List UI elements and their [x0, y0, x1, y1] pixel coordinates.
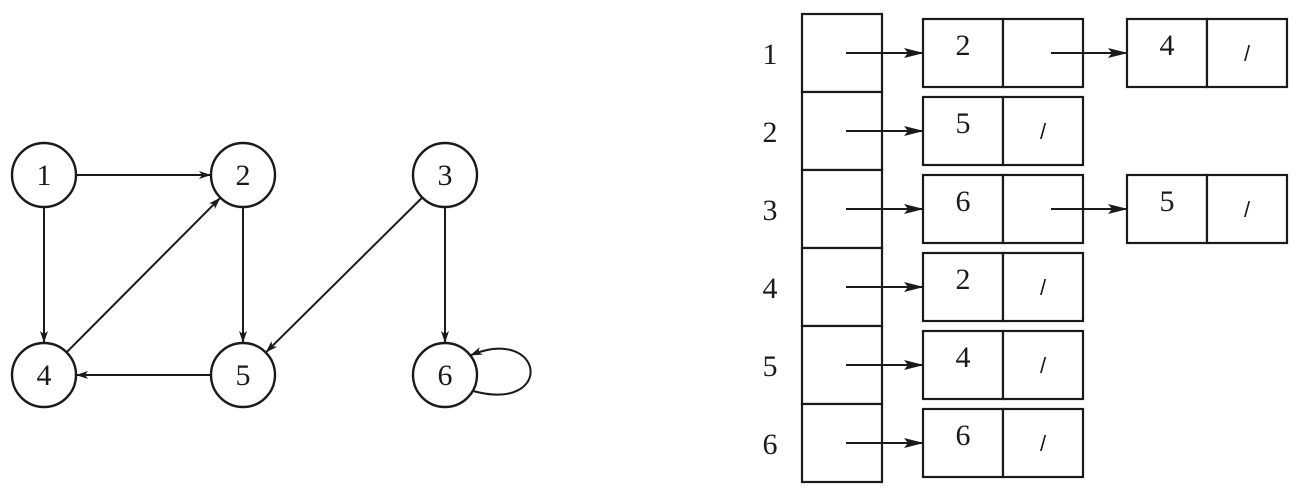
next-cell — [1001, 95, 1085, 167]
next-cell — [1001, 407, 1085, 479]
node-1: 1 — [10, 141, 78, 209]
node-6: 6 — [411, 341, 479, 409]
row-label: 5 — [763, 350, 778, 383]
list-node: 2/ — [921, 251, 1085, 323]
node-key: 4 — [956, 341, 971, 374]
list-row-4: 4 2/ — [763, 246, 1085, 328]
key-cell — [921, 251, 1005, 323]
nil-pointer: / — [1040, 275, 1047, 300]
node-2: 2 — [209, 141, 277, 209]
nil-pointer: / — [1040, 431, 1047, 456]
list-node: 5/ — [1125, 173, 1289, 245]
node-circle — [10, 141, 78, 209]
next-cell — [1205, 173, 1289, 245]
node-key: 5 — [1160, 185, 1175, 218]
list-node: 6 — [921, 173, 1128, 245]
node-label: 1 — [37, 159, 52, 192]
edge-4-to-2 — [65, 197, 221, 354]
node-circle — [411, 141, 479, 209]
row-label: 4 — [763, 272, 778, 305]
list-node: 2 — [921, 17, 1128, 89]
row-label: 3 — [763, 194, 778, 227]
node-4: 4 — [10, 341, 78, 409]
node-5: 5 — [209, 341, 277, 409]
list-node: 4/ — [1125, 17, 1289, 89]
node-key: 5 — [956, 107, 971, 140]
next-cell — [1001, 251, 1085, 323]
key-cell — [921, 173, 1005, 245]
node-label: 3 — [438, 159, 453, 192]
nil-pointer: / — [1040, 353, 1047, 378]
node-3: 3 — [411, 141, 479, 209]
node-label: 5 — [236, 359, 251, 392]
node-key: 2 — [956, 263, 971, 296]
key-cell — [921, 17, 1005, 89]
key-cell — [921, 329, 1005, 401]
node-key: 2 — [956, 29, 971, 62]
nil-pointer: / — [1244, 197, 1251, 222]
node-key: 6 — [956, 185, 971, 218]
node-key: 6 — [956, 419, 971, 452]
node-circle — [411, 341, 479, 409]
edge-3-to-5 — [265, 196, 423, 353]
next-cell — [1001, 329, 1085, 401]
key-cell — [1125, 17, 1209, 89]
node-key: 4 — [1160, 29, 1175, 62]
row-label: 2 — [763, 116, 778, 149]
list-row-2: 2 5/ — [763, 90, 1085, 172]
edge-6-to-6 — [470, 347, 532, 396]
list-row-3: 3 6 5/ — [763, 168, 1289, 250]
list-row-6: 6 6/ — [763, 402, 1085, 484]
node-circle — [10, 341, 78, 409]
node-label: 6 — [438, 359, 453, 392]
list-node: 6/ — [921, 407, 1085, 479]
row-label: 6 — [763, 428, 778, 461]
directed-graph: 1 2 3 4 5 6 — [10, 141, 532, 409]
nil-pointer: / — [1040, 119, 1047, 144]
next-cell — [1205, 17, 1289, 89]
list-row-5: 5 4/ — [763, 324, 1085, 406]
nil-pointer: / — [1244, 41, 1251, 66]
node-circle — [209, 141, 277, 209]
list-node: 5/ — [921, 95, 1085, 167]
node-circle — [209, 341, 277, 409]
list-node: 4/ — [921, 329, 1085, 401]
list-row-1: 1 2 4/ — [763, 12, 1289, 94]
key-cell — [921, 95, 1005, 167]
adjacency-list: 1 2 4/2 5/3 6 5/4 2/5 4/6 6/ — [763, 12, 1289, 484]
node-label: 2 — [236, 159, 251, 192]
node-label: 4 — [37, 359, 52, 392]
row-label: 1 — [763, 38, 778, 71]
